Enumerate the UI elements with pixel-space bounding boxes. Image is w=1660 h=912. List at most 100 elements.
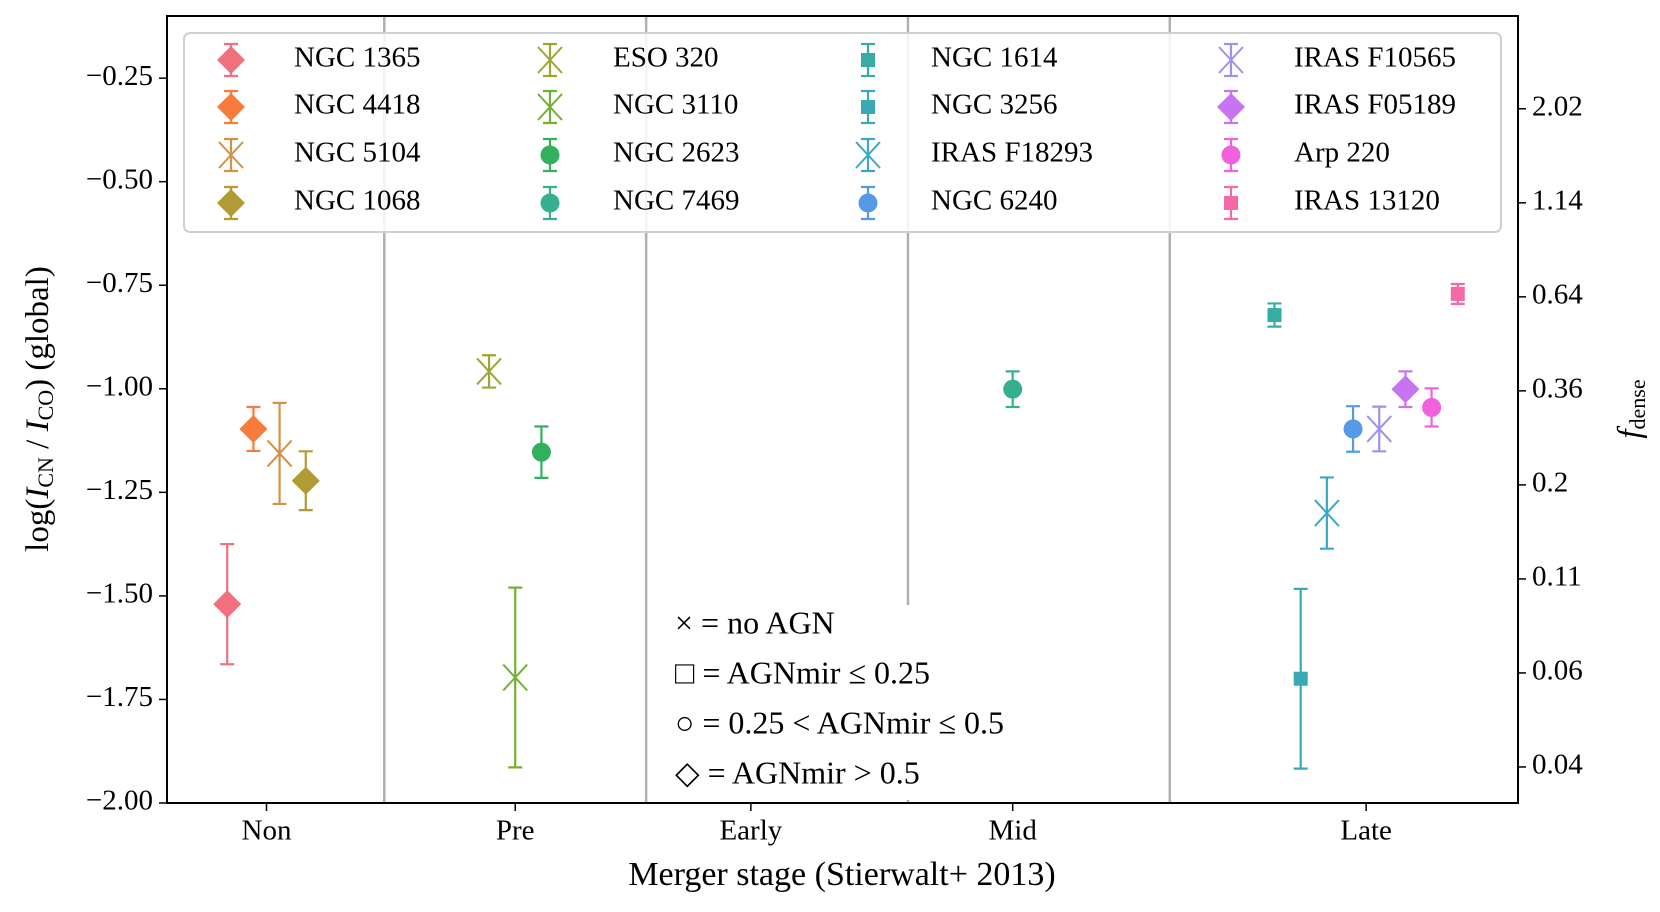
legend-entry: ESO 320 (537, 42, 719, 78)
y2-tick-label: 0.2 (1532, 467, 1568, 499)
marker (540, 145, 560, 165)
y-tick-label: −2.00 (86, 785, 153, 817)
legend-entry: NGC 7469 (540, 185, 739, 221)
y-tick-label: −1.00 (86, 370, 153, 402)
marker (537, 93, 563, 121)
marker (476, 357, 502, 386)
legend: NGC 1365 NGC 4418 NGC 5104 NGC 1068 ESO 320 N… (183, 32, 1502, 233)
plot-frame (166, 15, 1519, 804)
marker (217, 46, 245, 74)
legend-box (183, 32, 1502, 233)
marker (540, 193, 560, 213)
y-tick-label: −1.50 (86, 578, 153, 610)
marker (1003, 379, 1023, 399)
y-tick-label: −0.75 (86, 267, 153, 299)
legend-label: NGC 7469 (613, 185, 739, 217)
y-axis-label: log(ICN / ICO) (global) (20, 266, 58, 552)
legend-entry: NGC 1614 (861, 42, 1058, 78)
x-tick-label: Late (1340, 815, 1392, 847)
y-tick-label: −0.25 (86, 60, 153, 92)
annotation: ◇ = AGNmir > 0.5 (675, 754, 920, 790)
marker (1391, 375, 1420, 404)
y2-label-part: dense (1625, 379, 1650, 429)
legend-label: NGC 1614 (931, 42, 1058, 74)
y-label-part: / (20, 431, 56, 457)
marker (218, 141, 244, 169)
marker (502, 663, 528, 692)
marker (291, 466, 320, 495)
x-axis-label: Merger stage (Stierwalt+ 2013) (628, 856, 1055, 893)
y2-tick-label: 1.14 (1532, 184, 1583, 216)
marker (1218, 46, 1244, 74)
legend-entry: NGC 6240 (858, 185, 1057, 221)
y-label-part: I (20, 418, 56, 432)
y2-tick-label: 0.36 (1532, 373, 1583, 405)
marker (531, 442, 551, 462)
marker (1366, 415, 1392, 443)
legend-label: NGC 6240 (931, 185, 1057, 217)
y-label-part: I (20, 486, 56, 500)
legend-entry: NGC 1365 (217, 42, 420, 78)
y2-tick-label: 0.04 (1532, 749, 1583, 781)
legend-label: NGC 5104 (294, 137, 421, 169)
annotation: × = no AGN (675, 604, 835, 640)
marker (1422, 397, 1442, 417)
marker (217, 93, 245, 121)
marker (537, 46, 563, 74)
y2-tick-label: 0.06 (1532, 655, 1583, 687)
legend-label: NGC 3110 (613, 89, 738, 121)
y-label-part: log( (20, 499, 56, 552)
marker (1217, 93, 1245, 121)
marker (239, 414, 268, 443)
marker (266, 439, 293, 468)
legend-entry: NGC 2623 (540, 137, 739, 173)
marker (861, 100, 875, 114)
legend-entry: NGC 1068 (217, 185, 420, 221)
marker (1314, 499, 1340, 527)
y2-axis-label: fdense (1612, 379, 1650, 438)
marker (1267, 308, 1282, 323)
x-tick-label: Pre (496, 815, 535, 847)
legend-label: IRAS 13120 (1294, 185, 1440, 217)
marker (861, 53, 875, 67)
marker (855, 141, 881, 169)
y-tick-label: −1.75 (86, 681, 153, 713)
legend-label: NGC 1068 (294, 185, 420, 217)
legend-label: NGC 3256 (931, 89, 1057, 121)
legend-entry: IRAS F18293 (855, 137, 1093, 173)
x-tick-label: Early (719, 815, 782, 847)
legend-entry: Arp 220 (1221, 137, 1390, 173)
x-tick-label: Mid (989, 815, 1038, 847)
legend-entry: NGC 3256 (861, 89, 1057, 125)
marker (217, 189, 245, 217)
legend-entry: NGC 4418 (217, 89, 420, 125)
y2-tick-label: 0.64 (1532, 278, 1583, 310)
marker (1343, 419, 1363, 439)
legend-entry: IRAS F10565 (1218, 42, 1456, 78)
y-tick-label: −0.50 (86, 163, 153, 195)
legend-label: IRAS F05189 (1294, 89, 1456, 121)
legend-label: ESO 320 (613, 42, 719, 74)
marker (1221, 145, 1241, 165)
legend-label: NGC 1365 (294, 42, 420, 74)
marker (1224, 196, 1238, 210)
marker (858, 193, 878, 213)
annotation: □ = AGNmir ≤ 0.25 (675, 654, 930, 690)
marker (1293, 671, 1308, 686)
annotation: ○ = 0.25 < AGNmir ≤ 0.5 (675, 704, 1004, 740)
legend-label: IRAS F10565 (1294, 42, 1456, 74)
y2-tick-label: 2.02 (1532, 90, 1583, 122)
legend-label: Arp 220 (1294, 137, 1390, 169)
y-label-part: CN (33, 457, 58, 488)
y-tick-label: −1.25 (86, 474, 153, 506)
legend-entry: NGC 3110 (537, 89, 738, 125)
y-label-part: ) (global) (20, 266, 56, 390)
x-tick-label: Non (242, 815, 292, 847)
legend-label: IRAS F18293 (931, 137, 1093, 169)
y-label-part: CO (33, 390, 58, 421)
marker (1450, 286, 1465, 301)
legend-entry: IRAS 13120 (1224, 185, 1440, 221)
legend-label: NGC 4418 (294, 89, 420, 121)
legend-entry: IRAS F05189 (1217, 89, 1456, 125)
